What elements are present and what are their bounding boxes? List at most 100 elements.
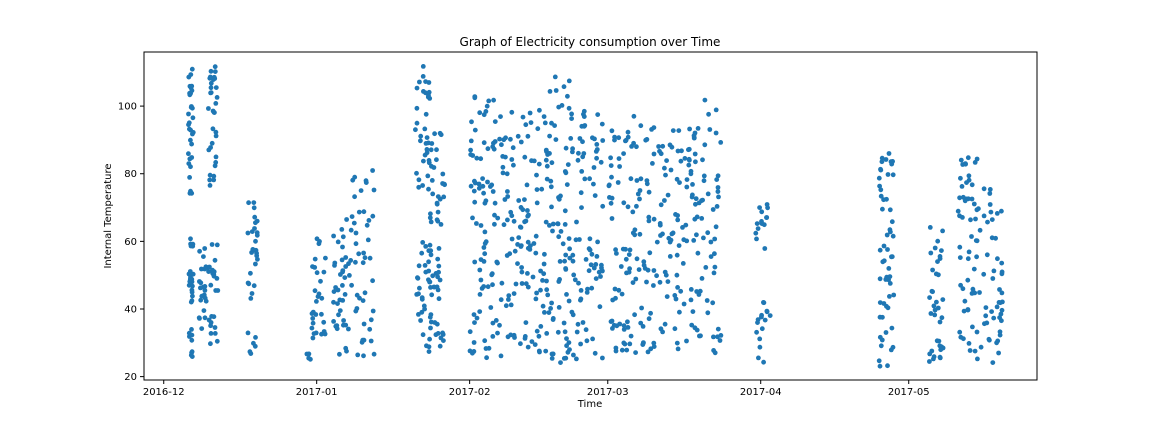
data-point [418,138,423,144]
data-point [606,182,612,188]
data-point [252,343,258,349]
data-point [198,285,203,291]
data-point [938,347,944,353]
data-point [592,136,597,142]
data-point [186,74,192,80]
data-point [883,277,889,282]
data-point [188,243,194,249]
data-point [308,356,313,362]
data-point [588,262,594,268]
data-point [471,312,477,317]
data-point [199,266,204,272]
data-point [189,287,195,293]
data-point [587,247,593,253]
data-point [520,114,526,120]
data-point [878,343,884,349]
data-point [936,272,941,278]
data-point [349,282,354,288]
data-point [253,238,258,244]
y-axis: 20 40 60 80 100 [118,102,144,383]
data-point [623,246,628,252]
data-point [491,146,497,152]
data-point [690,182,695,187]
data-point [599,121,605,127]
data-point [486,98,492,104]
data-point [594,155,599,161]
data-point [610,297,616,303]
data-point [880,206,885,212]
data-point [657,221,663,226]
data-point [548,306,553,311]
data-point [422,263,428,268]
data-point [608,155,613,161]
data-point [692,216,698,222]
data-point [208,341,213,347]
data-point [426,344,432,350]
data-point [500,170,506,176]
data-point [695,250,701,256]
data-point [426,160,432,166]
data-point [580,154,586,160]
data-point [634,178,640,183]
data-point [688,297,694,303]
data-point [767,313,773,318]
data-point [348,227,354,233]
data-point [483,346,489,351]
data-point [662,269,668,275]
data-point [309,311,315,316]
data-point [637,196,642,202]
data-point [887,207,893,213]
data-point [331,233,336,239]
data-point [366,218,372,223]
data-point [702,97,708,103]
data-point [508,332,514,338]
data-point [564,336,569,341]
data-point [983,305,989,310]
data-point [362,290,368,296]
data-point [607,195,612,200]
data-point [441,194,447,200]
data-point [208,320,214,325]
data-point [488,305,494,310]
data-point [353,308,359,314]
data-point [254,253,260,259]
data-point [996,300,1002,305]
data-point [370,213,376,219]
data-point [472,259,478,265]
x-axis-label: Time [577,399,602,410]
data-point [492,221,497,227]
data-point [467,329,473,335]
data-point [316,291,322,297]
data-point [575,321,581,327]
data-point [670,128,676,134]
data-point [625,319,630,325]
data-point [674,272,680,278]
data-point [957,213,962,219]
data-point [314,236,320,242]
data-point [708,239,714,245]
data-point [634,256,640,262]
data-point [417,285,422,291]
data-point [877,363,883,369]
data-point [700,157,705,163]
data-point [472,320,477,325]
data-point [544,278,549,284]
data-point [211,177,217,183]
data-point [688,171,694,177]
data-point [646,218,652,224]
data-point [967,348,973,353]
data-point [755,226,761,232]
data-point [540,303,546,309]
data-point [532,342,538,347]
data-point [570,146,575,152]
data-point [436,296,442,302]
data-point [358,188,364,194]
data-point [972,348,978,354]
data-point [186,151,191,157]
data-point [523,320,529,325]
data-point [580,139,585,145]
data-point [877,276,883,282]
data-point [530,274,536,280]
data-point [880,314,885,320]
data-point [505,194,511,199]
